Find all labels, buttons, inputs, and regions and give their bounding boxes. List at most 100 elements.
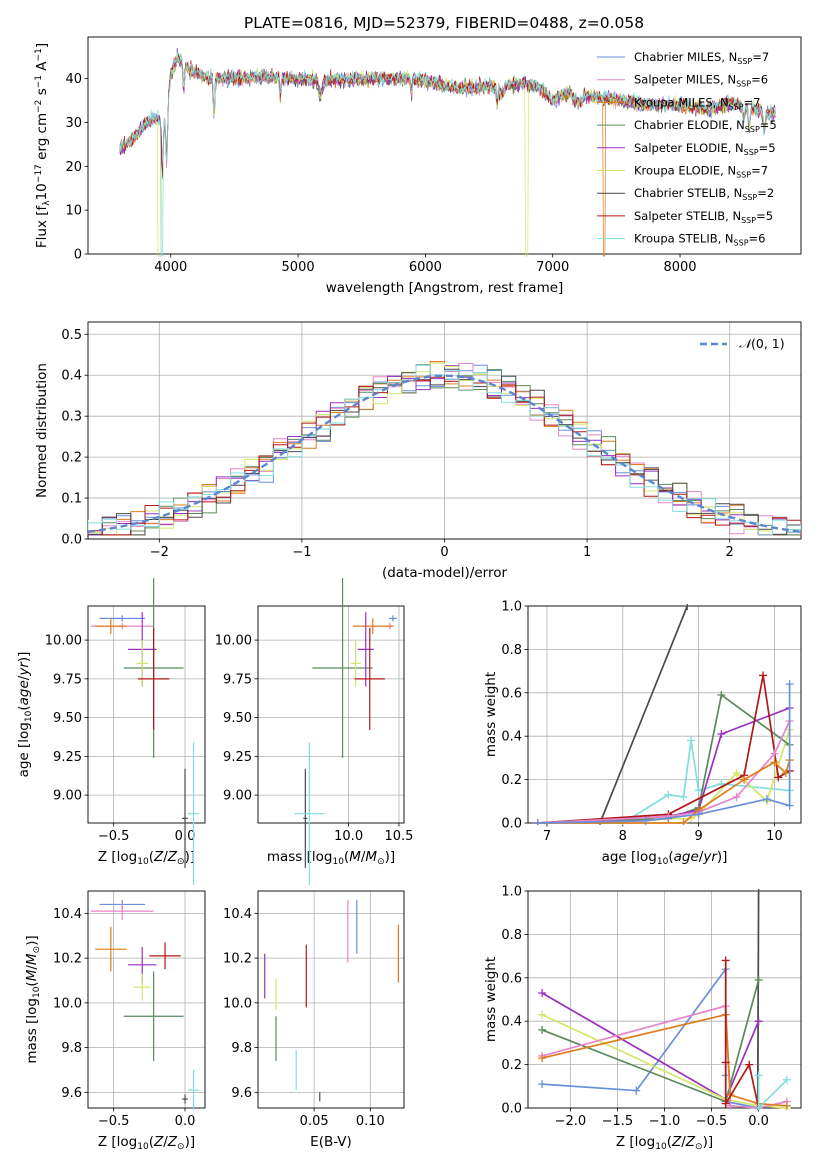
y-tick-label: 0.4 bbox=[61, 369, 82, 384]
residuals-legend: 𝒩(0, 1) bbox=[700, 336, 785, 351]
weight-marker-km bbox=[782, 1101, 791, 1110]
y-tick-label: 0 bbox=[74, 248, 82, 263]
weight-marker-ss bbox=[774, 773, 783, 782]
legend-label-cs: Chabrier STELIB, NSSP=2 bbox=[634, 186, 774, 202]
errorbar-cs bbox=[182, 768, 188, 868]
y-tick-label: 9.00 bbox=[53, 789, 82, 804]
y-tick-label: 9.6 bbox=[231, 1086, 252, 1101]
y-tick-label: 9.25 bbox=[53, 750, 82, 765]
x-tick-label: 8 bbox=[619, 829, 627, 844]
weight-marker-ss bbox=[721, 1099, 730, 1108]
normal-curve bbox=[88, 374, 801, 533]
x-tick-label: −2.0 bbox=[555, 1114, 587, 1129]
x-tick-label: 8000 bbox=[663, 260, 696, 275]
errorbar-se bbox=[357, 612, 374, 687]
y-tick-label: 10.2 bbox=[223, 952, 252, 967]
weight-line-cs bbox=[599, 605, 689, 824]
weight-marker-ks bbox=[754, 1104, 763, 1110]
x-tick-label: 10.0 bbox=[334, 829, 363, 844]
legend-label-cm: Chabrier MILES, NSSP=7 bbox=[634, 50, 769, 66]
weight-marker-cm bbox=[694, 810, 703, 819]
errorbar-ks bbox=[187, 742, 200, 885]
z_age-frame bbox=[87, 605, 206, 824]
x-axis-label: age [log10(age/yr)] bbox=[602, 849, 728, 867]
y-axis-label: mass weight bbox=[483, 672, 499, 757]
weight-marker-ss bbox=[759, 671, 768, 680]
legend-label-ce: Chabrier ELODIE, NSSP=5 bbox=[634, 118, 777, 134]
errorbar-ke bbox=[136, 640, 148, 687]
weight-marker-cs bbox=[683, 604, 692, 610]
y-tick-label: 10.2 bbox=[53, 952, 82, 967]
y-tick-label: 10.00 bbox=[45, 634, 82, 649]
errorbar-ks bbox=[294, 742, 325, 885]
histogram-ss bbox=[88, 376, 801, 536]
y-tick-label: 0.0 bbox=[501, 817, 522, 832]
weight-marker-cm bbox=[533, 819, 542, 825]
x-tick-label: 10 bbox=[766, 829, 783, 844]
weight-line-ke bbox=[541, 1013, 787, 1109]
y-axis-label: Flux [fλ10−17 erg cm−2 s−1 A−1] bbox=[34, 43, 52, 248]
x-tick-label: 4000 bbox=[154, 260, 187, 275]
x-tick-label: 10.5 bbox=[384, 829, 413, 844]
y-tick-label: 0.4 bbox=[501, 730, 522, 745]
y-tick-label: 0.5 bbox=[61, 328, 82, 343]
weight-marker-km bbox=[740, 775, 749, 784]
y-tick-label: 10.0 bbox=[53, 996, 82, 1011]
x-tick-label: 0 bbox=[440, 545, 448, 560]
y-tick-label: 0.6 bbox=[501, 971, 522, 986]
x-tick-label: 0.05 bbox=[300, 1114, 329, 1129]
weight-marker-ks bbox=[687, 736, 696, 745]
legend-label-km: Kroupa MILES, NSSP=7 bbox=[634, 95, 761, 111]
errorbar-ce bbox=[312, 578, 373, 758]
x-tick-label: −2 bbox=[150, 545, 169, 560]
weight-marker-ss bbox=[721, 956, 730, 965]
x-tick-label: −1 bbox=[292, 545, 311, 560]
z_mass-points bbox=[90, 899, 200, 1111]
x-tick-label: 1 bbox=[583, 545, 591, 560]
y-tick-label: 0.6 bbox=[501, 686, 522, 701]
x-axis-label: (data-model)/error bbox=[382, 565, 508, 581]
spectrum-legend: Chabrier MILES, NSSP=7 Salpeter MILES, NS… bbox=[597, 50, 777, 248]
y-tick-label: 9.8 bbox=[61, 1041, 82, 1056]
y-tick-label: 0.3 bbox=[61, 410, 82, 425]
weight-marker-ce bbox=[754, 975, 763, 984]
weight-line-cm bbox=[537, 684, 791, 824]
y-tick-label: 9.50 bbox=[53, 711, 82, 726]
legend-label-sm: Salpeter MILES, NSSP=6 bbox=[634, 73, 768, 89]
weight-line-ce bbox=[537, 693, 791, 824]
spectrum-line-ks bbox=[119, 50, 776, 257]
weight-marker-ks bbox=[754, 1071, 763, 1080]
weight-marker-sm bbox=[726, 1101, 735, 1110]
ebv_mass-points bbox=[264, 899, 399, 1102]
weight-marker-km bbox=[781, 769, 790, 778]
y-axis-label: mass [log10(M/M⊙)] bbox=[24, 935, 42, 1063]
errorbar-cm bbox=[388, 615, 397, 622]
y-tick-label: 10.4 bbox=[223, 907, 252, 922]
errorbar-km bbox=[95, 926, 127, 972]
x-tick-label: −1.0 bbox=[649, 1114, 681, 1129]
mass_age-points bbox=[294, 578, 397, 885]
y-tick-label: 1.0 bbox=[501, 885, 522, 900]
y-tick-label: 1.0 bbox=[501, 600, 522, 615]
z_mass-axes: −0.5 0.0 9.6 9.8 10.0 10.2 10.4 Z [log10(Z/Z⊙)]… bbox=[24, 890, 206, 1152]
y-axis-label: Normed distribution bbox=[34, 363, 50, 498]
weight-marker-se bbox=[538, 988, 547, 997]
x-axis-label: wavelength [Angstrom, rest frame] bbox=[326, 280, 564, 296]
y-tick-label: 0.1 bbox=[61, 492, 82, 507]
weight-marker-se bbox=[717, 730, 726, 739]
weight-line-cs bbox=[756, 890, 760, 1109]
y-axis-label: age [log10(age/yr)] bbox=[16, 652, 34, 778]
y-tick-label: 0.2 bbox=[501, 773, 522, 788]
y-tick-label: 40 bbox=[65, 72, 82, 87]
x-axis-label: E(B-V) bbox=[310, 1134, 352, 1150]
errorbar-ss bbox=[354, 627, 385, 730]
y-tick-label: 10.00 bbox=[215, 634, 252, 649]
weight-line-sm bbox=[537, 720, 791, 824]
x-tick-label: 5000 bbox=[282, 260, 315, 275]
z_weight-axes: −2.0 −1.5 −1.0 −0.5 0.0 0.0 0.2 0.4 0.6 0.8 1.0 Z [… bbox=[483, 885, 802, 1152]
y-tick-label: 10.4 bbox=[53, 907, 82, 922]
y-tick-label: 10 bbox=[65, 204, 82, 219]
y-tick-label: 0.0 bbox=[61, 533, 82, 548]
histogram-ks bbox=[88, 364, 801, 536]
